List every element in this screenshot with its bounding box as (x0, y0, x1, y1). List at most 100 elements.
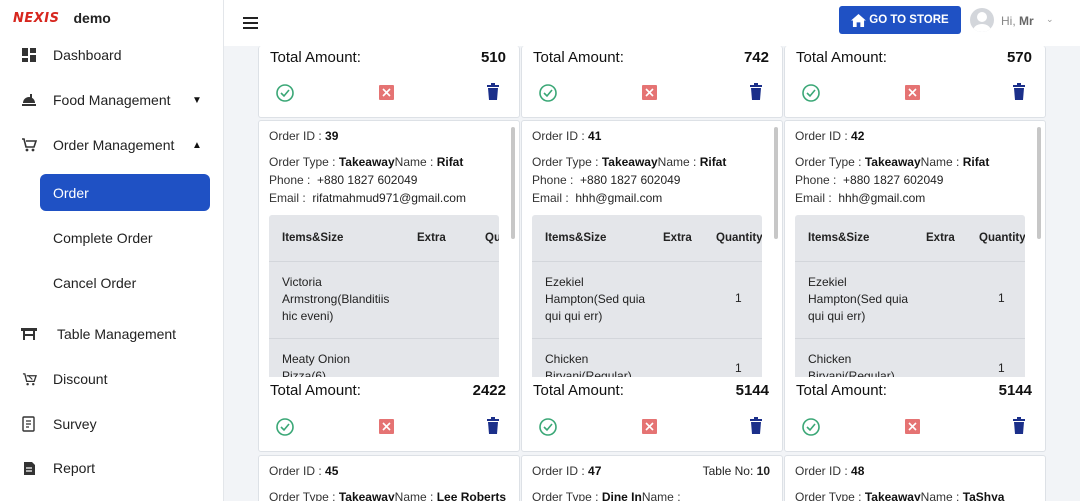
total-label: Total Amount: (796, 49, 887, 66)
sidebar-item-survey[interactable]: Survey (0, 406, 224, 442)
greeting-text: Hi, (1001, 14, 1016, 28)
sidebar-item-label: Table Management (57, 326, 177, 342)
items-table: Items&Size Extra Quantity Ezekiel Hampto… (532, 215, 762, 377)
order-type-line: Order Type : TakeawayName : TaShya (795, 490, 1005, 501)
col-items: Items&Size (282, 232, 344, 244)
item-name: Chicken Biryani(Regular) (808, 352, 895, 377)
trash-icon[interactable] (1011, 83, 1027, 101)
sidebar-subitem-order[interactable]: Order (40, 174, 210, 211)
item-name: Ezekiel Hampton(Sed quia qui qui err) (545, 275, 646, 323)
order-card-bottom-3: Order ID : 48 Order Type : TakeawayName … (784, 455, 1046, 501)
sidebar-item-discount[interactable]: Discount (0, 361, 224, 397)
sidebar-item-label: Report (53, 460, 96, 476)
order-card-top-2: Total Amount: 742 (521, 46, 783, 118)
sidebar-item-label: Discount (53, 371, 108, 387)
food-icon (20, 91, 38, 109)
phone-line: Phone : +880 1827 602049 (532, 173, 681, 187)
order-id-line: Order ID : 39 (269, 129, 339, 143)
order-details-scroll[interactable]: Order ID : 42 Order Type : TakeawayName … (785, 121, 1047, 377)
cancel-icon[interactable] (642, 85, 657, 100)
check-circle-icon[interactable] (538, 417, 558, 437)
order-id-line: Order ID : 45 (269, 464, 339, 478)
check-circle-icon[interactable] (801, 83, 821, 103)
scrollbar[interactable] (774, 127, 778, 239)
order-id-line: Order ID : 48 (795, 464, 865, 478)
sidebar-item-report[interactable]: Report (0, 450, 224, 486)
check-circle-icon[interactable] (275, 417, 295, 437)
trash-icon[interactable] (485, 83, 501, 101)
total-label: Total Amount: (533, 382, 624, 399)
trash-icon[interactable] (748, 83, 764, 101)
order-type-line: Order Type : TakeawayName : Rifat (532, 155, 727, 169)
col-items: Items&Size (545, 232, 607, 244)
check-circle-icon[interactable] (801, 417, 821, 437)
order-type-line: Order Type : TakeawayName : Lee Roberts (269, 490, 507, 501)
cancel-icon[interactable] (379, 419, 394, 434)
total-value: 2422 (472, 382, 506, 399)
item-qty: 1 (735, 361, 742, 375)
brand[interactable]: NEXIS demo (13, 10, 111, 26)
scrollbar[interactable] (1037, 127, 1041, 239)
order-id-line: Order ID : 41 (532, 129, 602, 143)
discount-icon (20, 370, 38, 388)
check-circle-icon[interactable] (275, 83, 295, 103)
total-value: 510 (480, 49, 506, 66)
order-type-line: Order Type : TakeawayName : Rifat (795, 155, 990, 169)
order-details-scroll[interactable]: Order ID : 39 Order Type : TakeawayName … (259, 121, 521, 377)
trash-icon[interactable] (1011, 417, 1027, 435)
avatar[interactable] (970, 8, 994, 32)
go-to-store-button[interactable]: GO TO STORE (839, 6, 961, 34)
email-line: Email : hhh@gmail.com (532, 191, 663, 205)
trash-icon[interactable] (748, 417, 764, 435)
total-value: 5144 (998, 382, 1032, 399)
user-greeting[interactable]: Hi, Mr (1001, 14, 1034, 28)
scrollbar[interactable] (511, 127, 515, 239)
order-card-bottom-2: Order ID : 47 Table No: 10 Order Type : … (521, 455, 783, 501)
sidebar-item-order-management[interactable]: Order Management ▲ (0, 127, 224, 163)
brand-logo: NEXIS (13, 10, 60, 26)
item-qty: 1 (735, 291, 742, 305)
cart-icon (20, 136, 38, 154)
total-amount-row: Total Amount: 5144 (796, 382, 1032, 399)
report-icon (20, 459, 38, 477)
trash-icon[interactable] (485, 417, 501, 435)
col-qty: Quantity (716, 232, 762, 244)
col-extra: Extra (417, 232, 446, 244)
go-to-store-label: GO TO STORE (869, 14, 949, 26)
total-value: 570 (1006, 49, 1032, 66)
home-icon (851, 13, 867, 27)
order-details-scroll[interactable]: Order ID : 41 Order Type : TakeawayName … (522, 121, 784, 377)
sidebar-item-label: Order Management (53, 137, 175, 153)
user-name: Mr (1019, 14, 1034, 28)
item-qty: 1 (998, 361, 1005, 375)
cancel-icon[interactable] (379, 85, 394, 100)
order-card: Order ID : 42 Order Type : TakeawayName … (784, 120, 1046, 452)
cancel-icon[interactable] (905, 419, 920, 434)
total-value: 5144 (735, 382, 769, 399)
sidebar-subitem-cancel-order[interactable]: Cancel Order (53, 275, 137, 291)
item-name: Meaty Onion Pizza(6) (282, 352, 351, 377)
sidebar: NEXIS demo Dashboard Food Management ▼ O… (0, 0, 224, 501)
menu-icon[interactable] (243, 17, 258, 29)
sidebar-item-table-management[interactable]: Table Management (0, 316, 224, 352)
total-label: Total Amount: (270, 49, 361, 66)
sidebar-item-food-management[interactable]: Food Management ▼ (0, 82, 224, 118)
chevron-down-icon[interactable]: ⌄ (1046, 14, 1054, 24)
total-amount-row: Total Amount: 5144 (533, 382, 769, 399)
col-extra: Extra (663, 232, 692, 244)
cancel-icon[interactable] (905, 85, 920, 100)
check-circle-icon[interactable] (538, 83, 558, 103)
email-line: Email : hhh@gmail.com (795, 191, 926, 205)
cancel-icon[interactable] (642, 419, 657, 434)
total-amount-row: Total Amount: 742 (533, 49, 769, 66)
caret-down-icon: ▼ (192, 94, 202, 106)
sidebar-subitem-complete-order[interactable]: Complete Order (53, 230, 153, 246)
table-icon (20, 325, 38, 343)
sidebar-item-dashboard[interactable]: Dashboard (0, 37, 224, 73)
total-label: Total Amount: (796, 382, 887, 399)
sidebar-item-label: Food Management (53, 92, 171, 108)
total-value: 742 (743, 49, 769, 66)
caret-up-icon: ▲ (192, 139, 202, 151)
order-card-top-1: Total Amount: 510 (258, 46, 520, 118)
total-amount-row: Total Amount: 570 (796, 49, 1032, 66)
